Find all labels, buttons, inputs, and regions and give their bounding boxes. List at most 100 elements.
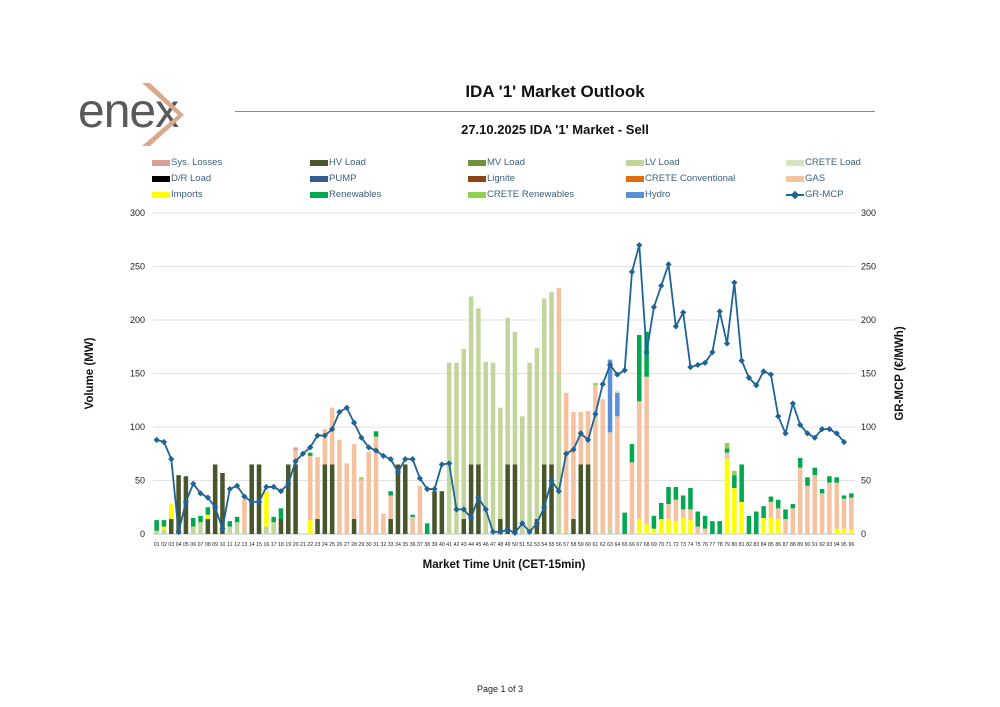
x-tick-label: 66 (629, 542, 635, 548)
x-tick-label: 65 (622, 542, 628, 548)
bar-renewables (805, 477, 810, 486)
gr-mcp-point (226, 485, 233, 493)
gr-mcp-point (380, 452, 387, 460)
bar-lv-load (190, 526, 196, 534)
legend-swatch (786, 176, 804, 182)
legend-swatch (786, 160, 804, 166)
bar-renewables (673, 486, 679, 500)
bar-renewables (666, 486, 671, 505)
x-tick-label: 26 (337, 542, 343, 548)
bar-renewables (717, 521, 722, 534)
bar-imports (673, 521, 679, 534)
x-tick-label: 58 (571, 542, 577, 548)
gr-mcp-point (738, 357, 745, 364)
gr-mcp-point (650, 304, 658, 311)
x-tick-label: 45 (476, 542, 482, 548)
legend-label: GR-MCP (805, 189, 844, 200)
bar-lv-load (198, 522, 203, 534)
bar-imports (768, 517, 774, 534)
bar-hv-load (212, 464, 218, 534)
bar-renewables (629, 444, 635, 463)
x-tick-label: 37 (417, 542, 423, 548)
bar-gas (329, 407, 335, 465)
x-tick-label: 63 (607, 542, 613, 548)
bar-hv-load (512, 464, 518, 534)
bar-gas (307, 455, 313, 521)
gr-mcp-point (314, 432, 321, 439)
bar-lv-load (541, 298, 547, 465)
x-tick-label: 07 (198, 542, 204, 548)
gr-mcp-point (460, 506, 467, 513)
bar-imports (724, 459, 730, 534)
gr-mcp-point (519, 520, 526, 527)
bar-renewables (710, 521, 715, 534)
legend-item-crete-renewables: CRETE Renewables (468, 189, 588, 202)
legend-item-gas: GAS (786, 173, 906, 186)
x-tick-label: 35 (402, 542, 408, 548)
gr-mcp-point (533, 520, 541, 527)
gr-mcp-point (701, 359, 709, 366)
bar-gas (629, 462, 635, 534)
bar-renewables (827, 476, 832, 483)
gr-mcp-point (277, 488, 285, 495)
bar-gas (563, 392, 569, 532)
bar-lv-load (271, 522, 276, 534)
bar-gas (834, 482, 839, 529)
x-tick-label: 59 (578, 542, 584, 548)
legend-item-renewables: Renewables (310, 189, 430, 202)
bar-hv-load (585, 464, 591, 534)
legend-swatch (468, 192, 486, 198)
bar-renewables (695, 511, 701, 527)
bar-lv-load (154, 530, 159, 534)
bar-renewables (271, 516, 276, 523)
gr-mcp-point (694, 361, 701, 369)
bar-gas (827, 482, 832, 534)
bar-crete-renewables (724, 443, 730, 449)
bar-imports (834, 528, 839, 534)
bar-gas (373, 436, 379, 534)
x-tick-label: 42 (454, 542, 460, 548)
gr-mcp-point (628, 268, 636, 275)
bar-hv-load (578, 464, 584, 534)
bar-hv-load (461, 519, 467, 534)
bar-gas (388, 495, 393, 520)
x-axis-title: Market Time Unit (CET-15min) (423, 559, 586, 571)
bar-crete-renewables (732, 470, 737, 476)
bar-renewables (388, 491, 393, 496)
legend-label: PUMP (329, 173, 357, 184)
bar-imports (205, 514, 211, 520)
x-tick-label: 89 (797, 542, 803, 548)
gr-mcp-point (687, 363, 694, 371)
gr-mcp-point (723, 340, 731, 347)
bar-imports (849, 529, 854, 534)
gr-mcp-point (716, 308, 723, 315)
x-tick-label: 16 (263, 542, 269, 548)
x-tick-label: 69 (651, 542, 657, 548)
legend-item-gr-mcp: GR-MCP (786, 189, 906, 202)
bar-gas (410, 516, 415, 534)
y-tick-label: 0 (140, 529, 145, 539)
bar-gas (242, 498, 247, 531)
x-tick-label: 34 (395, 542, 401, 548)
bar-lv-load (490, 362, 496, 534)
x-tick-label: 61 (593, 542, 599, 548)
x-tick-label: 47 (490, 542, 496, 548)
bar-sys-losses (293, 447, 298, 451)
gr-mcp-point (526, 528, 533, 535)
bar-gas (337, 439, 342, 534)
x-tick-label: 41 (446, 542, 452, 548)
legend-swatch (626, 160, 644, 166)
x-tick-label: 78 (717, 542, 723, 548)
bar-renewables (198, 515, 203, 523)
bar-gas (366, 451, 371, 534)
bar-hv-load (541, 464, 547, 534)
x-tick-label: 12 (234, 542, 240, 548)
gr-mcp-point (446, 460, 453, 467)
bar-renewables (227, 521, 233, 527)
bar-lv-load (512, 331, 518, 465)
legend-label: Hydro (645, 189, 671, 200)
x-tick-label: 21 (300, 542, 306, 548)
bar-gas (351, 444, 357, 520)
bar-renewables (768, 496, 774, 502)
